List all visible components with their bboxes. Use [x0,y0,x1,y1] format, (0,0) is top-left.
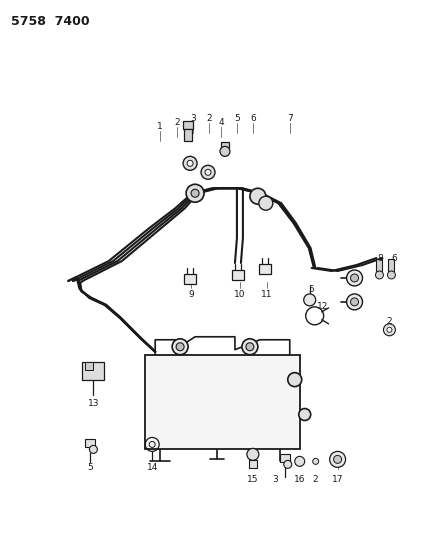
Circle shape [351,274,359,282]
Circle shape [201,165,215,179]
Circle shape [333,455,342,463]
Text: 8: 8 [377,254,383,263]
Text: 6: 6 [392,254,397,263]
Bar [377,259,383,271]
Bar [232,270,244,280]
Circle shape [187,160,193,166]
Bar [183,122,193,130]
Circle shape [250,188,266,204]
Circle shape [247,448,259,461]
Circle shape [259,196,273,210]
Circle shape [186,184,204,202]
Text: 2: 2 [386,317,392,326]
Bar [184,274,196,284]
Circle shape [351,298,359,306]
Circle shape [242,339,258,355]
Text: 3: 3 [190,114,196,123]
Bar [86,362,93,370]
Text: 1: 1 [158,122,163,131]
Text: 5: 5 [308,286,314,294]
Bar [145,355,300,449]
Text: 15: 15 [247,475,259,484]
Text: 9: 9 [188,290,194,300]
Text: 17: 17 [332,475,343,484]
Bar [184,130,192,141]
Circle shape [313,458,319,464]
Circle shape [176,343,184,351]
Text: 2: 2 [206,114,212,123]
Circle shape [220,147,230,156]
Bar [389,259,395,271]
Text: 7: 7 [287,114,293,123]
Text: 16: 16 [294,475,306,484]
Circle shape [183,156,197,171]
Circle shape [347,294,363,310]
Text: 5: 5 [234,114,240,123]
Circle shape [172,339,188,355]
Bar [259,264,271,274]
Text: 3: 3 [272,475,278,484]
Text: 13: 13 [88,399,99,408]
Circle shape [383,324,395,336]
Circle shape [205,169,211,175]
Circle shape [89,446,98,454]
Circle shape [387,271,395,279]
Text: 5: 5 [88,463,93,472]
Text: 5758  7400: 5758 7400 [11,15,89,28]
Circle shape [299,408,311,421]
Text: 11: 11 [261,290,273,300]
Circle shape [246,343,254,351]
Bar [221,142,229,148]
Circle shape [191,189,199,197]
Text: 10: 10 [234,290,246,300]
Text: 14: 14 [146,463,158,472]
Circle shape [347,270,363,286]
Text: 6: 6 [250,114,256,123]
Circle shape [330,451,345,467]
Text: 12: 12 [317,302,328,311]
Text: 2: 2 [174,118,180,127]
Text: 2: 2 [313,475,318,484]
Circle shape [375,271,383,279]
Circle shape [387,327,392,332]
Circle shape [295,456,305,466]
Bar [86,439,95,447]
Bar [280,455,290,462]
Bar [83,362,104,379]
Bar [249,461,257,469]
Circle shape [288,373,302,386]
Text: 4: 4 [218,118,224,127]
Circle shape [284,461,292,469]
Circle shape [304,294,316,306]
